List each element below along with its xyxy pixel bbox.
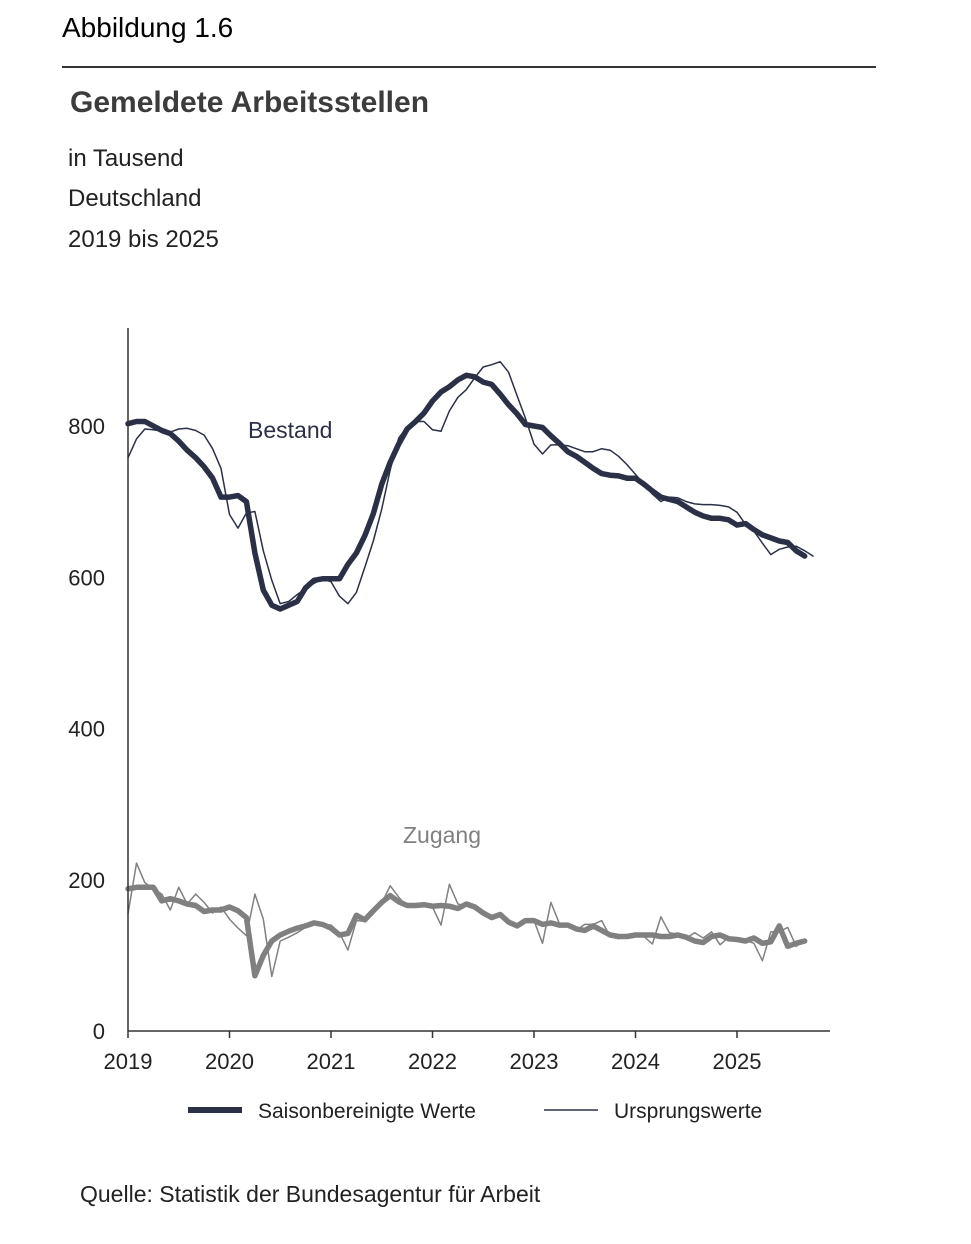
series-bestand-seasonally-adjusted	[125, 372, 808, 612]
y-tick-label: 0	[93, 1019, 105, 1044]
x-tick-label: 2022	[408, 1049, 457, 1074]
annotation-bestand: Bestand	[248, 417, 332, 443]
legend-label-sa: Saisonbereinigte Werte	[258, 1100, 476, 1123]
subtitle-period: 2019 bis 2025	[68, 226, 219, 253]
figure-label: Abbildung 1.6	[62, 12, 234, 43]
subtitle-unit: in Tausend	[68, 145, 184, 172]
x-tick-label: 2019	[104, 1049, 153, 1074]
y-tick-label: 800	[68, 414, 105, 439]
line-chart: 0 200 400 600 800 2019 2020 2021 2022 2023 2024 202…	[68, 328, 830, 1123]
subtitle-region: Deutschland	[68, 185, 202, 212]
chart-title: Gemeldete Arbeitsstellen	[70, 86, 430, 119]
series-zugang-seasonally-adjusted	[125, 884, 808, 979]
header-divider	[62, 66, 876, 68]
series-zugang-original	[127, 862, 806, 978]
y-tick-label: 600	[68, 565, 105, 590]
x-tick-label: 2023	[510, 1049, 559, 1074]
legend-label-orig: Ursprungswerte	[614, 1100, 762, 1123]
annotation-zugang: Zugang	[403, 822, 481, 848]
x-tick-label: 2021	[307, 1049, 356, 1074]
x-tick-label: 2024	[611, 1049, 660, 1074]
x-tick-label: 2025	[713, 1049, 762, 1074]
x-tick-label: 2020	[205, 1049, 254, 1074]
y-tick-label: 200	[68, 868, 105, 893]
legend: Saisonbereinigte Werte Ursprungswerte	[188, 1100, 762, 1123]
series-bestand-original	[127, 360, 814, 605]
source-note: Quelle: Statistik der Bundesagentur für …	[80, 1181, 541, 1207]
y-tick-label: 400	[68, 717, 105, 742]
